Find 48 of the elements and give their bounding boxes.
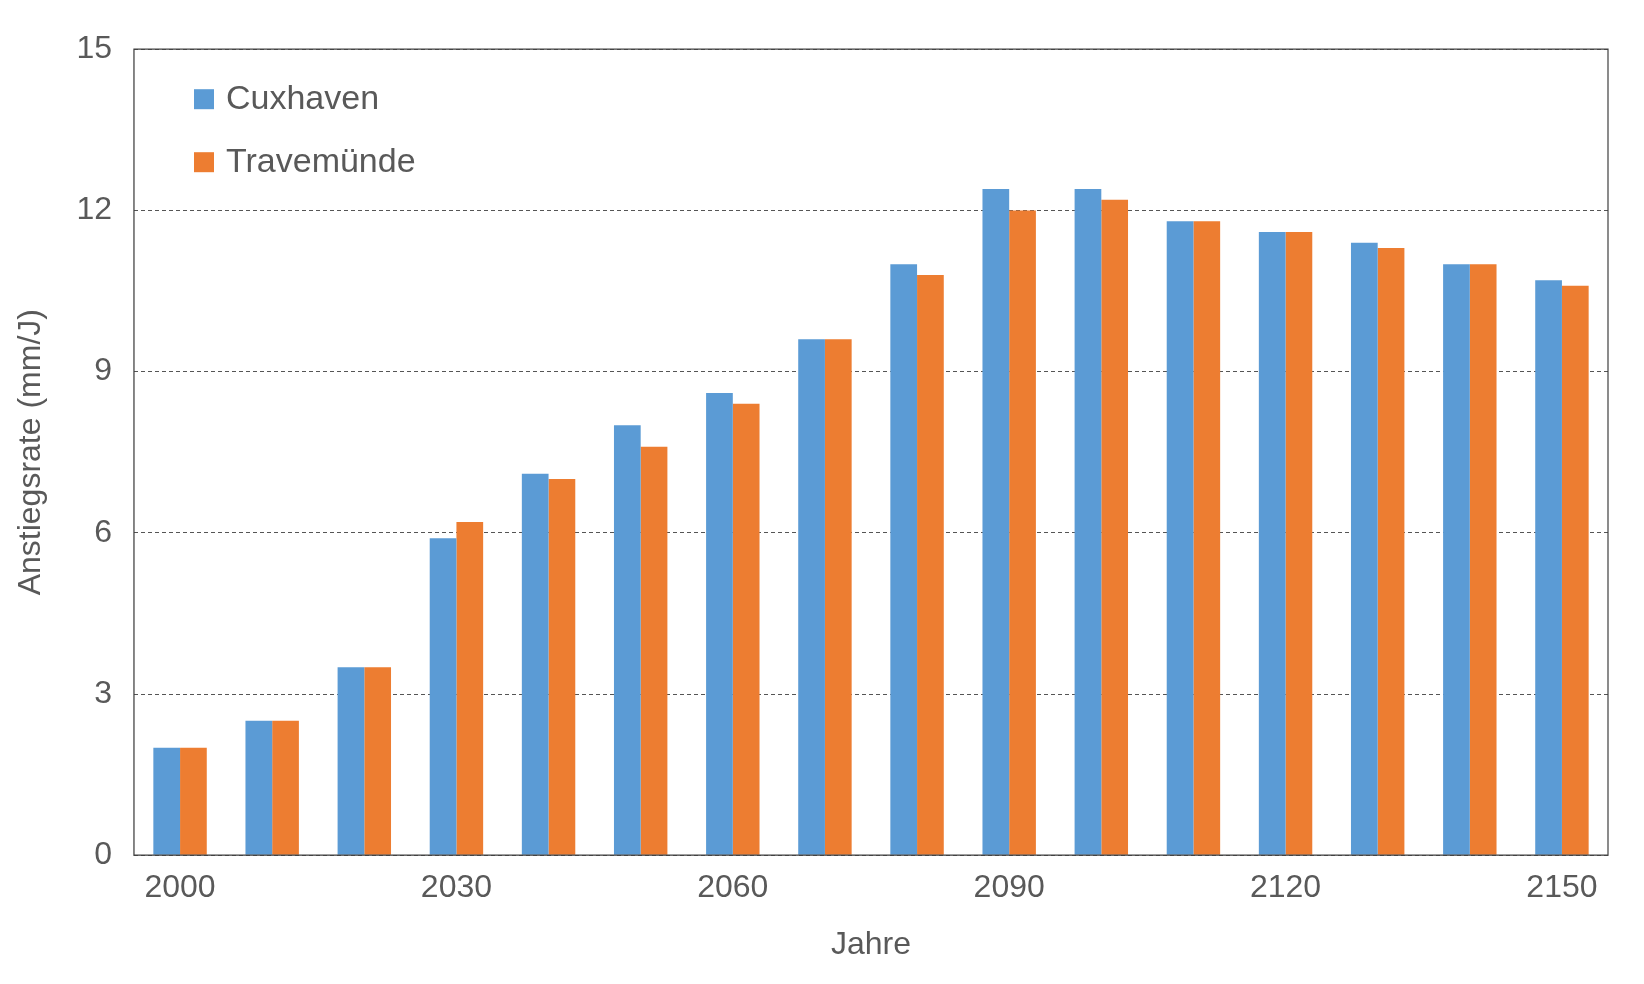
legend-label: Travemünde bbox=[225, 140, 416, 179]
y-tick-label: 9 bbox=[94, 351, 112, 388]
y-tick-label: 6 bbox=[94, 512, 112, 549]
bar bbox=[548, 479, 576, 855]
x-tick-label: 2030 bbox=[420, 868, 493, 905]
bar bbox=[337, 667, 365, 855]
bar bbox=[732, 403, 760, 855]
bar bbox=[1377, 248, 1405, 855]
bar bbox=[1166, 221, 1194, 855]
bar bbox=[982, 188, 1010, 855]
bar bbox=[1469, 264, 1497, 855]
legend-label: Cuxhaven bbox=[225, 77, 380, 116]
y-tick-label: 12 bbox=[76, 190, 112, 227]
bar bbox=[1193, 221, 1221, 855]
x-tick-label: 2000 bbox=[144, 868, 216, 905]
bar bbox=[1258, 231, 1286, 855]
x-tick-label: 2150 bbox=[1526, 868, 1598, 905]
bar bbox=[1101, 199, 1129, 855]
bar bbox=[640, 446, 668, 855]
bar bbox=[521, 473, 549, 855]
x-tick-label: 2090 bbox=[973, 868, 1045, 905]
y-tick-label: 3 bbox=[94, 673, 112, 710]
bar bbox=[798, 339, 825, 855]
y-tick-label: 15 bbox=[76, 29, 112, 66]
y-tick-label: 0 bbox=[94, 835, 112, 872]
bar bbox=[1009, 210, 1036, 855]
bar bbox=[245, 720, 273, 855]
bar bbox=[706, 393, 733, 855]
bar bbox=[429, 538, 457, 855]
bar bbox=[1561, 285, 1589, 855]
bar bbox=[1285, 231, 1313, 855]
bar bbox=[917, 274, 944, 855]
bar bbox=[1350, 242, 1378, 855]
bar bbox=[890, 264, 918, 855]
bar bbox=[1074, 188, 1102, 855]
y-axis-title: Anstiegsrate (mm/J) bbox=[11, 309, 48, 596]
bar bbox=[613, 425, 641, 855]
bar bbox=[1443, 264, 1470, 855]
x-axis-title: Jahre bbox=[830, 924, 912, 961]
x-tick-label: 2060 bbox=[697, 868, 769, 905]
bar bbox=[824, 339, 852, 855]
bar bbox=[153, 747, 181, 855]
bar bbox=[1535, 280, 1562, 855]
bar bbox=[272, 720, 299, 855]
bar bbox=[180, 747, 207, 855]
x-tick-label: 2120 bbox=[1249, 868, 1322, 905]
bar bbox=[456, 522, 484, 855]
bar bbox=[364, 667, 392, 855]
